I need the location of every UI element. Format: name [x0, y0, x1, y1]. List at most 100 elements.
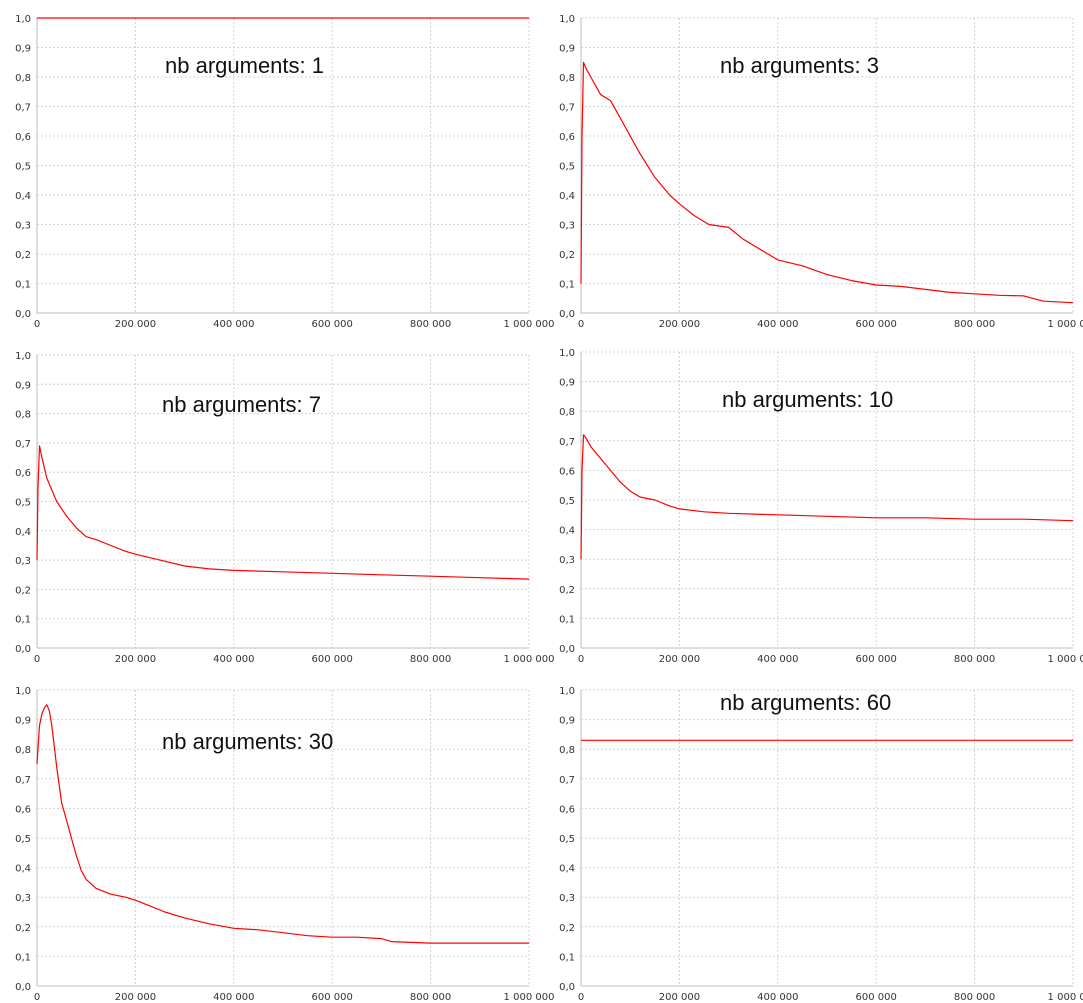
y-tick-label: 0,6 [15, 132, 31, 143]
y-tick-label: 0,6 [559, 466, 575, 477]
y-tick-label: 0,5 [15, 162, 31, 173]
y-tick-label: 0,0 [15, 309, 31, 320]
x-tick-label: 200 000 [115, 319, 156, 330]
chart-title: nb arguments: 30 [162, 729, 333, 754]
y-tick-label: 0,2 [15, 923, 31, 934]
chart-title: nb arguments: 7 [162, 392, 321, 417]
x-tick-label: 400 000 [757, 992, 798, 1003]
y-tick-label: 0,3 [559, 221, 575, 232]
y-tick-label: 0,8 [15, 745, 31, 756]
y-tick-label: 0,9 [15, 716, 31, 727]
x-tick-label: 0 [34, 992, 40, 1003]
chart-title: nb arguments: 60 [720, 690, 891, 715]
y-tick-label: 0,3 [15, 221, 31, 232]
y-tick-label: 1,0 [559, 14, 575, 25]
y-tick-label: 0,7 [15, 775, 31, 786]
y-tick-label: 0,5 [15, 498, 31, 509]
x-tick-label: 600 000 [312, 319, 353, 330]
y-tick-label: 0,3 [559, 555, 575, 566]
x-tick-label: 800 000 [410, 654, 451, 665]
y-tick-label: 0,6 [15, 468, 31, 479]
chart-panel-6: 0,0 0,1 0,2 0,3 0,4 0,5 0,6 0,7 0,8 0,9 1,0 0 200 00… [559, 686, 1083, 1003]
y-tick-label: 0,1 [15, 280, 31, 291]
chart-panel-2: 0,0 0,1 0,2 0,3 0,4 0,5 0,6 0,7 0,8 0,9 1,0 0 200 00… [559, 14, 1083, 330]
y-tick-label: 0,9 [15, 380, 31, 391]
x-tick-label: 600 000 [856, 654, 897, 665]
x-tick-label: 1 000 000 [1048, 319, 1083, 330]
x-tick-label: 400 000 [757, 319, 798, 330]
x-tick-label: 400 000 [213, 319, 254, 330]
y-tick-label: 0,9 [15, 44, 31, 55]
y-tick-label: 0,7 [15, 103, 31, 114]
y-tick-label: 1,0 [559, 686, 575, 697]
y-tick-label: 0,3 [559, 893, 575, 904]
y-tick-label: 0,2 [15, 250, 31, 261]
y-tick-label: 1,0 [559, 348, 575, 359]
x-tick-label: 0 [34, 654, 40, 665]
y-tick-label: 0,9 [559, 378, 575, 389]
y-tick-label: 0,3 [15, 893, 31, 904]
chart-title: nb arguments: 10 [722, 387, 893, 412]
chart-panel-1: 0,0 0,1 0,2 0,3 0,4 0,5 0,6 0,7 0,8 0,9 1,0 0 200 00… [15, 14, 554, 330]
x-tick-label: 200 000 [115, 992, 156, 1003]
y-tick-label: 1,0 [15, 351, 31, 362]
y-tick-label: 0,6 [559, 804, 575, 815]
y-tick-label: 0,1 [559, 280, 575, 291]
x-tick-label: 600 000 [312, 654, 353, 665]
x-tick-label: 800 000 [410, 992, 451, 1003]
y-tick-label: 0,8 [559, 407, 575, 418]
chart-title: nb arguments: 3 [720, 53, 879, 78]
x-tick-label: 0 [578, 319, 584, 330]
x-tick-label: 200 000 [659, 654, 700, 665]
y-tick-label: 0,0 [559, 982, 575, 993]
x-tick-label: 200 000 [115, 654, 156, 665]
x-tick-label: 0 [34, 319, 40, 330]
y-tick-label: 0,8 [15, 410, 31, 421]
x-tick-label: 1 000 000 [1048, 992, 1083, 1003]
y-tick-label: 0,7 [559, 775, 575, 786]
y-tick-label: 0,2 [559, 585, 575, 596]
chart-panel-4: 0,0 0,1 0,2 0,3 0,4 0,5 0,6 0,7 0,8 0,9 1,0 0 200 00… [559, 348, 1083, 665]
y-tick-label: 0,5 [15, 834, 31, 845]
x-tick-label: 800 000 [954, 992, 995, 1003]
y-tick-label: 0,4 [559, 191, 575, 202]
y-tick-label: 0,2 [559, 250, 575, 261]
y-tick-label: 0,5 [559, 162, 575, 173]
y-tick-label: 0,0 [559, 309, 575, 320]
y-tick-label: 0,3 [15, 556, 31, 567]
x-tick-label: 1 000 000 [504, 319, 555, 330]
y-tick-label: 0,4 [15, 527, 31, 538]
y-tick-label: 0,4 [15, 864, 31, 875]
y-tick-label: 0,7 [15, 439, 31, 450]
x-tick-label: 1 000 000 [1048, 654, 1083, 665]
chart-panel-5: 0,0 0,1 0,2 0,3 0,4 0,5 0,6 0,7 0,8 0,9 1,0 0 200 00… [15, 686, 554, 1003]
y-tick-label: 1,0 [15, 686, 31, 697]
x-tick-label: 0 [578, 654, 584, 665]
chart-title: nb arguments: 1 [165, 53, 324, 78]
series-line-1 [580, 61, 1074, 304]
y-tick-label: 0,8 [559, 73, 575, 84]
y-tick-label: 0,1 [15, 615, 31, 626]
x-tick-label: 1 000 000 [504, 992, 555, 1003]
y-tick-label: 0,5 [559, 496, 575, 507]
x-tick-label: 400 000 [757, 654, 798, 665]
y-tick-label: 0,4 [15, 191, 31, 202]
x-tick-label: 800 000 [954, 654, 995, 665]
x-tick-label: 800 000 [954, 319, 995, 330]
x-tick-label: 1 000 000 [504, 654, 555, 665]
x-tick-label: 200 000 [659, 319, 700, 330]
series-line-1 [36, 704, 529, 944]
y-tick-label: 0,9 [559, 44, 575, 55]
y-tick-label: 0,6 [559, 132, 575, 143]
x-tick-label: 600 000 [312, 992, 353, 1003]
x-tick-label: 600 000 [856, 319, 897, 330]
y-tick-label: 0,5 [559, 834, 575, 845]
y-tick-label: 0,1 [559, 614, 575, 625]
x-tick-label: 400 000 [213, 992, 254, 1003]
x-tick-label: 0 [578, 992, 584, 1003]
y-tick-label: 0,1 [15, 952, 31, 963]
series-line-1 [36, 445, 530, 580]
y-tick-label: 0,2 [15, 585, 31, 596]
y-tick-label: 0,2 [559, 923, 575, 934]
